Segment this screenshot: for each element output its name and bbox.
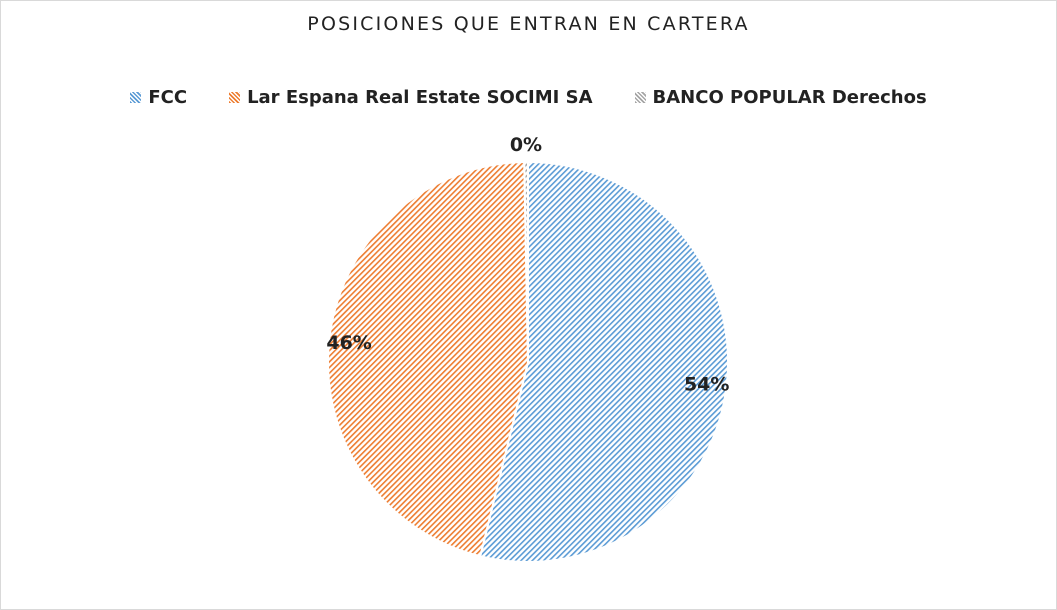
legend-item-banco-popular: BANCO POPULAR Derechos (634, 87, 927, 108)
data-label-lar-espana: 46% (326, 332, 371, 354)
legend-swatch-banco-popular (634, 92, 646, 103)
legend-item-lar-espana: Lar Espana Real Estate SOCIMI SA (229, 87, 593, 108)
chart-title: POSICIONES QUE ENTRAN EN CARTERA (307, 13, 750, 35)
legend-label-fcc: FCC (148, 87, 188, 108)
legend: FCC Lar Espana Real Estate SOCIMI SA BAN… (1, 87, 1056, 108)
legend-swatch-lar-espana (229, 92, 241, 103)
legend-item-fcc: FCC (130, 87, 187, 108)
pie-slice-lar-espana (327, 161, 530, 558)
legend-swatch-fcc (130, 92, 142, 103)
data-label-banco-popular: 0% (510, 134, 542, 156)
legend-label-lar-espana: Lar Espana Real Estate SOCIMI SA (247, 87, 593, 108)
pie-slice-banco-popular (523, 160, 529, 363)
data-label-fcc: 54% (684, 374, 729, 396)
legend-label-banco-popular: BANCO POPULAR Derechos (652, 87, 927, 108)
pie-slice-fcc (479, 160, 729, 563)
